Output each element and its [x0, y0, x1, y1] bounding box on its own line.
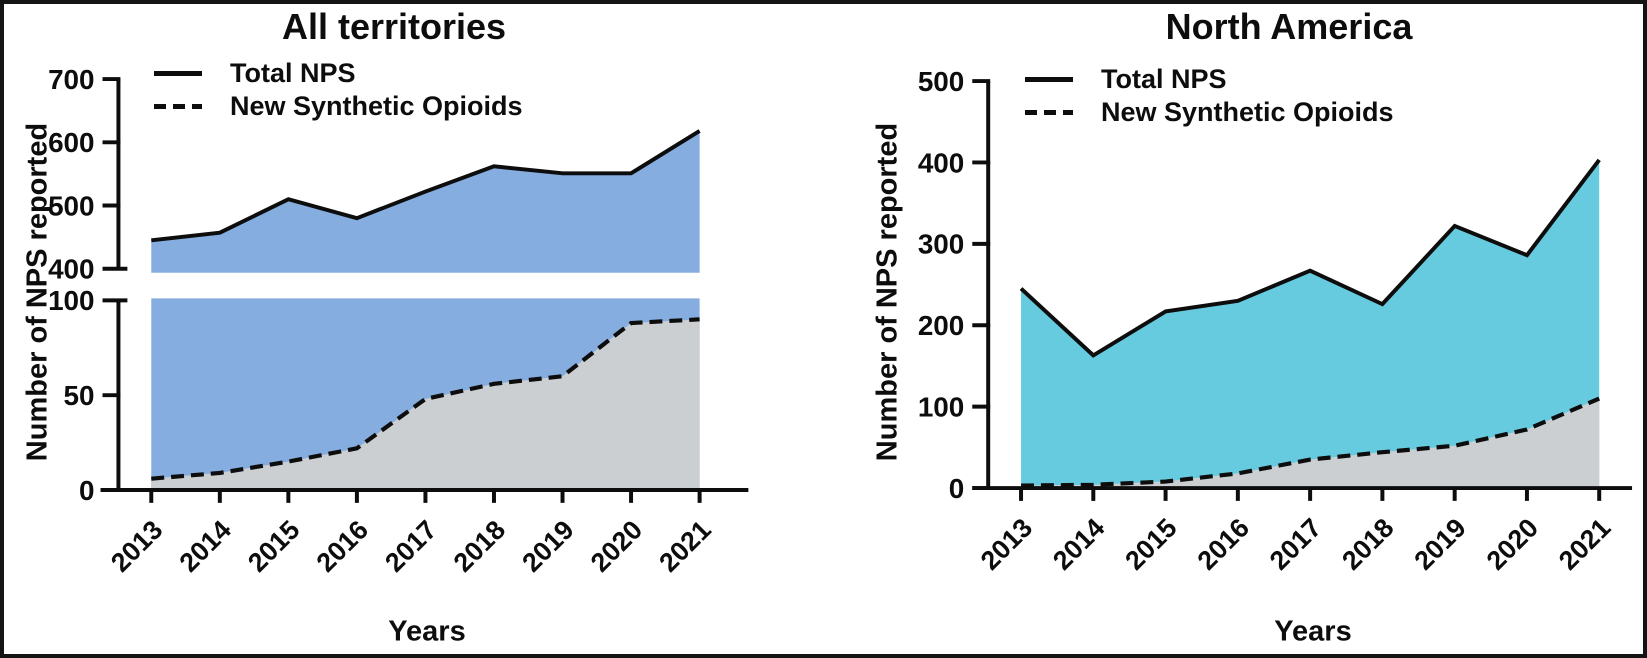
- y-axis-label-right: Number of NPS reported: [871, 122, 904, 462]
- x-tick-label: 2021: [1553, 513, 1617, 576]
- y-tick-label: 300: [918, 229, 964, 260]
- legend-label-total-nps: Total NPS: [230, 57, 356, 88]
- y-tick-label: 500: [918, 66, 964, 97]
- y-tick-label: 700: [48, 64, 94, 95]
- x-tick-label: 2020: [1481, 513, 1545, 576]
- x-tick-label: 2015: [1119, 513, 1183, 576]
- legend-all-territories: Total NPS New Synthetic Opioids: [154, 57, 523, 121]
- x-axis-label-left: Years: [388, 615, 466, 648]
- legend-label-total-nps: Total NPS: [1101, 63, 1227, 94]
- y-tick-label: 100: [48, 285, 94, 316]
- x-tick-label: 2018: [1336, 513, 1400, 576]
- x-tick-label: 2019: [1408, 513, 1472, 576]
- y-tick-label: 600: [48, 127, 94, 158]
- legend-item-total-nps: Total NPS: [154, 57, 523, 88]
- total-nps-area: [1021, 159, 1600, 489]
- solid-line-icon: [1025, 76, 1073, 82]
- solid-line-icon: [154, 70, 202, 76]
- y-tick-label: 200: [918, 310, 964, 341]
- legend-item-new-synthetic-opioids: New Synthetic Opioids: [1025, 96, 1394, 127]
- nso-area: [1021, 398, 1600, 489]
- chart-title-all-territories: All territories: [281, 6, 507, 47]
- y-tick-label: 50: [64, 380, 95, 411]
- x-tick-label: 2018: [448, 515, 512, 578]
- y-tick-label: 100: [918, 392, 964, 423]
- x-tick-label: 2013: [105, 515, 169, 578]
- legend-label-new-synthetic-opioids: New Synthetic Opioids: [230, 90, 523, 121]
- chart-title-north-america: North America: [1165, 6, 1413, 47]
- y-tick-label: 400: [918, 147, 964, 178]
- dashed-line-icon: [154, 103, 202, 109]
- total-nps-line: [1019, 158, 1601, 358]
- x-tick-label: 2017: [379, 515, 443, 578]
- nso-area: [151, 319, 700, 491]
- x-tick-label: 2019: [516, 515, 580, 578]
- x-tick-label: 2014: [173, 515, 237, 578]
- x-tick-label: 2014: [1047, 513, 1111, 576]
- x-tick-label: 2016: [311, 515, 375, 578]
- y-axis-label-left: Number of NPS reported: [21, 122, 54, 462]
- y-tick-label: 0: [79, 475, 94, 506]
- total-nps-area-upper: [151, 130, 700, 273]
- dashed-line-icon: [1025, 109, 1073, 115]
- total-nps-line: [151, 129, 701, 243]
- y-tick-label: 400: [48, 254, 94, 285]
- legend-item-total-nps: Total NPS: [1025, 63, 1394, 94]
- x-tick-label: 2015: [242, 515, 306, 578]
- x-tick-label: 2017: [1264, 513, 1328, 576]
- x-tick-label: 2020: [585, 515, 649, 578]
- nso-dashed-line: [1021, 396, 1601, 488]
- x-tick-label: 2013: [975, 513, 1039, 576]
- legend-north-america: Total NPS New Synthetic Opioids: [1025, 63, 1394, 127]
- legend-item-new-synthetic-opioids: New Synthetic Opioids: [154, 90, 523, 121]
- x-tick-label: 2016: [1191, 513, 1255, 576]
- legend-label-new-synthetic-opioids: New Synthetic Opioids: [1101, 96, 1394, 127]
- chart-1: 0 100 200 300 400 500 2013 2014 2015 2016 2017 2018…: [918, 66, 1633, 576]
- x-tick-label: 2021: [653, 515, 717, 578]
- y-tick-label: 0: [949, 473, 964, 504]
- x-axis-label-right: Years: [1274, 615, 1352, 648]
- nso-dashed-line: [151, 317, 700, 481]
- y-tick-label: 500: [48, 190, 94, 221]
